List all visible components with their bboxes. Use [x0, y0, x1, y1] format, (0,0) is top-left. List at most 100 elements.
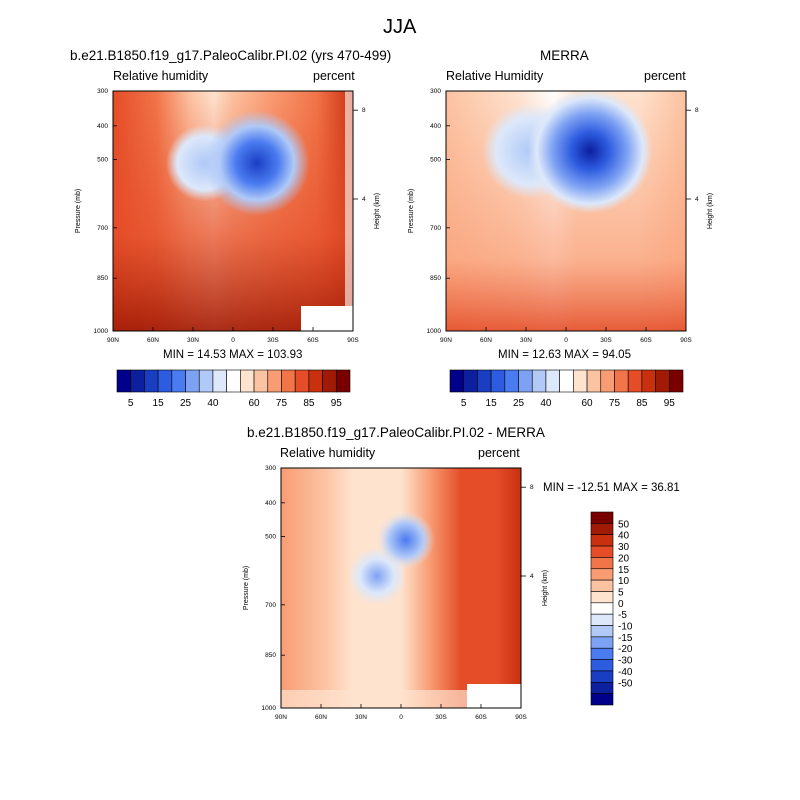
diff-units-label: percent	[478, 446, 520, 460]
colorbar-swatch	[185, 369, 200, 393]
colorbar-label: 95	[664, 398, 676, 409]
colorbar-swatch	[449, 369, 465, 393]
diff-xtick-label: 60N	[315, 714, 327, 721]
colorbar-swatch	[144, 369, 159, 393]
merra-ytick-label: 1000	[427, 328, 442, 335]
diff-ytick-label: 850	[265, 652, 276, 659]
diff-xtick-label: 0	[399, 714, 403, 721]
diff-ytick-label: 1000	[262, 705, 277, 712]
diff-ylabel: Pressure (mb)	[243, 566, 250, 610]
diff-colorbar-swatch	[590, 681, 614, 694]
diff-colorbar-swatch	[590, 545, 614, 558]
diff-colorbar-swatch	[590, 670, 614, 683]
diff-ytick-label: 400	[265, 500, 276, 507]
colorbar-swatch	[335, 369, 351, 393]
model-height-tick-label: 4	[362, 196, 366, 203]
colorbar-swatch	[573, 369, 588, 393]
merra-xtick-label: 60S	[640, 337, 652, 344]
merra-ytick-label: 400	[430, 123, 441, 130]
colorbar-swatch	[477, 369, 492, 393]
merra-xtick-label: 60N	[480, 337, 492, 344]
diff-colorbar-swatch	[590, 511, 614, 524]
model-panel-title: b.e21.B1850.f19_g17.PaleoCalibr.PI.02 (y…	[70, 48, 392, 63]
merra-variable-label: Relative Humidity	[446, 69, 544, 83]
model-ylabel: Pressure (mb)	[75, 189, 82, 233]
merra-ytick-label: 500	[430, 156, 441, 163]
colorbar-label: 40	[207, 398, 219, 409]
model-minmax: MIN = 14.53 MAX = 103.93	[163, 349, 303, 361]
diff-xtick-label: 60S	[475, 714, 487, 721]
colorbar-label: 15	[486, 398, 498, 409]
merra-plot	[445, 90, 687, 332]
colorbar-swatch	[668, 369, 684, 393]
diff-colorbar-label: -15	[618, 633, 633, 644]
colorbar-swatch	[130, 369, 145, 393]
diff-y2label: Height (km)	[542, 570, 549, 606]
diff-xtick-label: 30N	[355, 714, 367, 721]
diff-colorbar-swatch	[590, 602, 614, 615]
model-ytick-label: 500	[97, 156, 108, 163]
colorbar-swatch	[545, 369, 560, 393]
colorbar-label: 5	[461, 398, 467, 409]
diff-colorbar-label: -10	[618, 622, 633, 633]
diff-colorbar-label: 30	[618, 542, 630, 553]
merra-panel-title: MERRA	[540, 48, 589, 63]
colorbar-swatch	[559, 369, 574, 393]
colorbar-label: 85	[303, 398, 315, 409]
diff-colorbar-swatch	[590, 647, 614, 660]
merra-minmax: MIN = 12.63 MAX = 94.05	[498, 349, 631, 361]
model-plot	[112, 90, 354, 332]
model-units-label: percent	[313, 69, 355, 83]
colorbar-swatch	[518, 369, 533, 393]
colorbar-label: 40	[540, 398, 552, 409]
colorbar-swatch	[586, 369, 602, 393]
colorbar-swatch	[281, 369, 296, 393]
colorbar-swatch	[614, 369, 629, 393]
model-xtick-label: 30N	[187, 337, 199, 344]
model-xtick-label: 0	[231, 337, 235, 344]
diff-ytick-label: 500	[265, 533, 276, 540]
merra-ylabel: Pressure (mb)	[408, 189, 415, 233]
model-xtick-label: 60N	[147, 337, 159, 344]
merra-xtick-label: 30S	[600, 337, 612, 344]
diff-colorbar-swatch	[590, 557, 614, 570]
diff-colorbar-label: -40	[618, 667, 633, 678]
diff-colorbar-label: 40	[618, 531, 630, 542]
diff-ytick-label: 700	[265, 602, 276, 609]
model-height-tick-label: 8	[362, 107, 366, 114]
diff-plot	[280, 467, 522, 709]
merra-units-label: percent	[644, 69, 686, 83]
diff-ytick-label: 300	[265, 465, 276, 472]
merra-xtick-label: 90S	[680, 337, 692, 344]
diff-colorbar-swatch	[590, 625, 614, 638]
colorbar-swatch	[531, 369, 547, 393]
diff-xtick-label: 90N	[275, 714, 287, 721]
model-ytick-label: 300	[97, 88, 108, 95]
diff-colorbar-swatch	[590, 693, 614, 706]
diff-colorbar-swatch	[590, 613, 614, 626]
colorbar-swatch	[212, 369, 227, 393]
diff-height-tick-label: 4	[530, 573, 534, 580]
merra-ytick-label: 850	[430, 275, 441, 282]
model-xtick-label: 30S	[267, 337, 279, 344]
diff-colorbar-swatch	[590, 534, 614, 547]
colorbar-swatch	[240, 369, 255, 393]
colorbar-swatch	[627, 369, 643, 393]
diff-colorbar-label: -20	[618, 644, 633, 655]
merra-xtick-label: 0	[564, 337, 568, 344]
colorbar-label: 60	[581, 398, 593, 409]
diff-colorbar-label: 20	[618, 553, 630, 564]
model-ytick-label: 400	[97, 123, 108, 130]
diff-minmax: MIN = -12.51 MAX = 36.81	[543, 482, 680, 494]
colorbar-swatch	[171, 369, 186, 393]
merra-ytick-label: 300	[430, 88, 441, 95]
model-variable-label: Relative humidity	[113, 69, 209, 83]
diff-xtick-label: 30S	[435, 714, 447, 721]
colorbar-swatch	[226, 369, 241, 393]
diff-variable-label: Relative humidity	[280, 446, 376, 460]
model-ytick-label: 850	[97, 275, 108, 282]
diff-colorbar-swatch	[590, 523, 614, 536]
colorbar-label: 75	[276, 398, 288, 409]
diff-colorbar-swatch	[590, 568, 614, 581]
